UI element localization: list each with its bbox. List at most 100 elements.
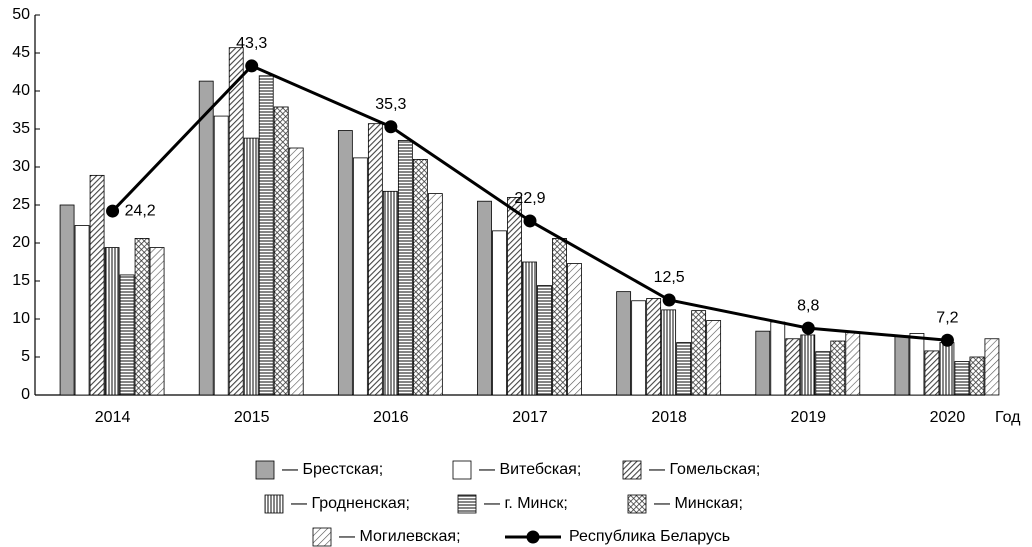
- y-tick-label: 30: [12, 158, 30, 175]
- bar: [969, 356, 985, 396]
- y-tick-label: 45: [12, 44, 30, 61]
- bar: [104, 247, 120, 396]
- bar: [567, 263, 582, 396]
- legend-label: — Могилевская;: [339, 528, 461, 545]
- x-tick-label: 2014: [95, 409, 131, 426]
- bar: [228, 47, 244, 396]
- bar: [89, 174, 105, 396]
- y-tick-label: 20: [12, 234, 30, 251]
- y-tick-label: 25: [12, 196, 30, 213]
- line-marker: [940, 333, 954, 347]
- x-tick-label: 2017: [512, 409, 548, 426]
- legend-label: — Гродненская;: [291, 495, 410, 512]
- legend-label: — Минская;: [654, 495, 743, 512]
- bar: [522, 261, 537, 396]
- legend-swatch: [312, 527, 332, 547]
- bar: [507, 196, 522, 396]
- data-label: 35,3: [375, 96, 406, 113]
- line-marker: [384, 120, 398, 134]
- bar: [382, 190, 398, 396]
- legend-label: Республика Беларусь: [569, 528, 730, 545]
- y-tick-label: 15: [12, 272, 30, 289]
- bar: [815, 351, 831, 396]
- bar: [134, 238, 150, 396]
- bar: [119, 274, 135, 396]
- bar: [492, 230, 507, 396]
- bar: [755, 330, 771, 396]
- bar: [337, 130, 353, 396]
- bar: [477, 200, 492, 396]
- legend-swatch: [264, 494, 284, 514]
- data-label: 7,2: [936, 309, 958, 326]
- bar: [691, 310, 707, 396]
- x-tick-label: 2018: [651, 409, 687, 426]
- bar: [552, 238, 567, 396]
- bar: [894, 335, 910, 396]
- bar: [770, 321, 786, 396]
- bar: [352, 157, 368, 396]
- line-marker: [662, 293, 676, 307]
- bar: [243, 137, 259, 396]
- bar: [646, 298, 662, 396]
- bar: [258, 75, 274, 396]
- y-tick-label: 10: [12, 310, 30, 327]
- legend-label: — Гомельская;: [649, 461, 760, 478]
- bar: [706, 320, 722, 396]
- bar: [59, 204, 75, 396]
- data-label: 12,5: [654, 269, 685, 286]
- legend-label: — Витебская;: [479, 461, 581, 478]
- data-label: 8,8: [797, 297, 819, 314]
- y-tick-label: 40: [12, 82, 30, 99]
- legend-swatch: [457, 494, 477, 514]
- x-axis-label: Год: [995, 409, 1021, 426]
- bar: [631, 300, 647, 396]
- legend-marker: [526, 530, 540, 544]
- legend-swatch: [452, 460, 472, 480]
- bar: [909, 333, 925, 396]
- x-tick-label: 2019: [790, 409, 826, 426]
- bar: [74, 225, 90, 396]
- bar: [984, 338, 1000, 396]
- line-marker: [801, 321, 815, 335]
- bar: [149, 247, 165, 396]
- line-marker: [523, 214, 537, 228]
- x-tick-label: 2016: [373, 409, 409, 426]
- legend-label: — Брестская;: [282, 461, 383, 478]
- bar: [427, 193, 443, 396]
- line-marker: [106, 204, 120, 218]
- bar: [800, 334, 816, 396]
- x-tick-label: 2015: [234, 409, 270, 426]
- bar: [412, 158, 428, 396]
- bar: [845, 331, 861, 396]
- bar: [830, 340, 846, 396]
- bar: [213, 115, 229, 396]
- x-tick-label: 2020: [930, 409, 966, 426]
- y-tick-label: 0: [21, 386, 30, 403]
- bar: [785, 338, 801, 396]
- data-label: 22,9: [514, 190, 545, 207]
- bar: [676, 342, 692, 396]
- bar: [397, 139, 413, 396]
- bar: [537, 285, 552, 396]
- line-marker: [245, 59, 259, 73]
- bar: [616, 291, 632, 396]
- bar: [924, 350, 940, 396]
- bar: [288, 147, 304, 396]
- y-tick-label: 5: [21, 348, 30, 365]
- data-label: 24,2: [125, 202, 156, 219]
- bar: [661, 309, 677, 396]
- data-label: 43,3: [236, 35, 267, 52]
- bar: [954, 361, 970, 396]
- y-tick-label: 50: [12, 6, 30, 23]
- bar: [939, 342, 955, 396]
- bar: [273, 106, 289, 396]
- y-tick-label: 35: [12, 120, 30, 137]
- legend-label: — г. Минск;: [484, 495, 568, 512]
- legend-swatch: [255, 460, 275, 480]
- legend-swatch: [622, 460, 642, 480]
- legend-swatch: [627, 494, 647, 514]
- bar: [367, 123, 383, 396]
- bar: [198, 80, 214, 396]
